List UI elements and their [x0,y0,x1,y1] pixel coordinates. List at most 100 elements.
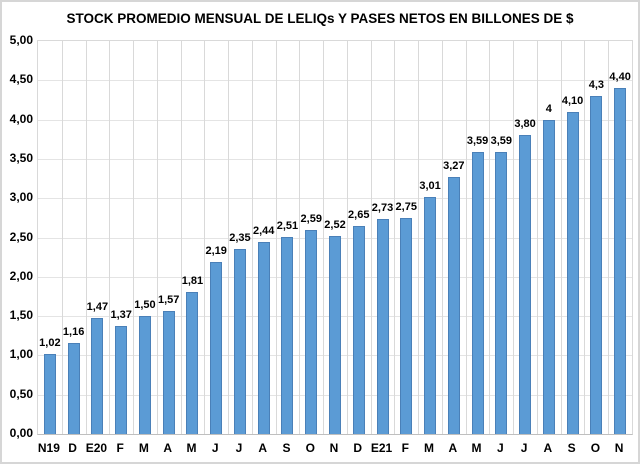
y-axis-tick-label: 2,50 [9,229,33,244]
bar-value-label: 2,19 [205,244,227,257]
gridline-vertical [466,41,467,434]
gridline-horizontal [38,158,632,160]
bar [614,88,627,434]
gridline-vertical [537,41,538,434]
bar [519,135,532,434]
gridline-vertical [347,41,348,434]
bar-value-label: 1,50 [134,299,156,312]
bar [542,119,555,434]
x-axis-tick-label: O [590,441,601,455]
gridline-horizontal [38,198,632,200]
x-axis-tick-label: D [353,441,363,455]
bar-value-label: 2,59 [300,213,322,226]
bar [305,230,318,434]
bar-value-label: 2,51 [276,219,299,232]
x-axis-tick-label: J [235,441,243,455]
bar-value-label: 2,75 [395,200,417,213]
x-axis-tick-label: A [163,441,173,455]
x-axis-tick-label: N19 [37,441,60,455]
x-axis-tick-label: S [567,441,576,455]
gridline-vertical [299,41,300,434]
bar [400,217,413,434]
x-axis-tick-label: A [258,441,268,455]
gridline-vertical [109,41,110,434]
gridline-vertical [276,41,277,434]
bar [566,111,579,434]
x-axis-tick-label: D [68,441,77,455]
gridline-vertical [584,41,585,434]
bar-value-label: 2,44 [253,225,275,238]
x-axis-tick-label: E21 [370,441,393,455]
bar [281,236,294,434]
gridline-vertical [157,41,158,434]
gridline-horizontal [38,80,632,82]
x-axis-tick-label: J [211,441,219,455]
bar-value-label: 3,59 [490,134,513,147]
gridline-vertical [86,41,87,434]
bar [210,261,223,434]
gridline-horizontal [38,119,632,121]
gridline-vertical [418,41,419,434]
bar-value-label: 1,47 [86,301,109,314]
gridline-vertical [204,41,205,434]
bar-value-label: 4 [545,102,552,115]
bar [424,197,437,434]
x-axis-tick-label: F [401,441,409,455]
y-axis-tick-label: 1,00 [9,347,33,362]
bar [67,342,80,434]
bar [447,176,460,434]
gridline-vertical [442,41,443,434]
chart-title: STOCK PROMEDIO MENSUAL DE LELIQs Y PASES… [66,11,574,26]
bar-value-label: 2,73 [371,202,394,215]
x-axis-tick-label: N [329,441,339,455]
bar [376,219,389,434]
y-axis-tick-label: 4,50 [9,72,33,87]
x-axis-tick-label: J [520,441,528,455]
y-axis-tick-label: 4,00 [9,111,33,126]
gridline-vertical [252,41,253,434]
y-axis-tick-label: 0,50 [9,386,33,401]
bar-value-label: 1,02 [39,336,61,349]
y-axis-tick-label: 2,00 [9,268,33,283]
y-axis-tick-label: 1,50 [9,308,33,323]
bar-value-label: 2,65 [348,208,370,221]
gridline-vertical [371,41,372,434]
y-axis-tick-label: 3,50 [9,150,33,165]
x-axis-tick-label: A [448,441,458,455]
bar [471,151,484,434]
gridline-vertical [323,41,324,434]
gridline-vertical [513,41,514,434]
plot-area: 1,02 1,16 1,47 1,37 1,50 1,57 1,81 2,19 2,35 2,44… [37,40,633,435]
bar [43,353,56,434]
bar-value-label: 1,81 [181,274,204,287]
x-axis-tick-label: J [496,441,504,455]
bar-value-label: 4,40 [609,71,631,84]
bar-value-label: 2,35 [229,232,251,245]
bar [138,316,151,434]
x-axis-tick-label: E20 [85,441,108,455]
bar-value-label: 2,52 [324,218,346,231]
y-axis-tick-label: 5,00 [9,33,33,47]
bar [162,310,175,434]
y-axis-tick-label: 3,00 [9,190,33,205]
gridline-vertical [181,41,182,434]
gridline-vertical [608,41,609,434]
bar-value-label: 3,59 [466,134,489,147]
gridline-vertical [133,41,134,434]
bar [233,249,246,434]
x-axis-tick-label: S [282,441,291,455]
x-axis-tick-label: M [138,441,149,455]
bar-value-label: 3,27 [443,159,465,172]
x-axis-tick-label: A [543,441,553,455]
bar-value-label: 4,10 [561,94,584,107]
bar [495,151,508,434]
x-axis-tick-label: O [305,441,315,455]
bar-value-label: 3,01 [419,180,441,193]
x-axis-tick-label: M [471,441,482,455]
bar [115,326,128,434]
bar-value-label: 4,3 [588,79,605,92]
x-axis-tick-label: N [614,441,624,455]
bar [186,291,199,434]
bar-value-label: 3,80 [514,118,536,131]
